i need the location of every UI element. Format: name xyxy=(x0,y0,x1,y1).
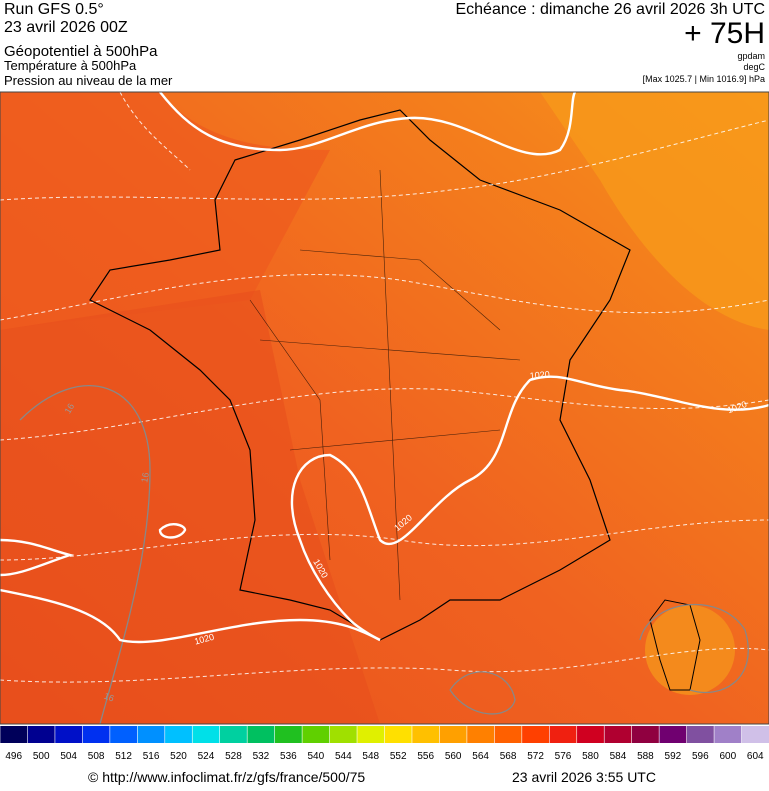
colorbar-label: 496 xyxy=(5,751,22,762)
colorbar-swatch xyxy=(192,726,221,743)
colorbar-label: 548 xyxy=(362,751,379,762)
colorbar-swatch xyxy=(686,726,715,743)
colorbar-swatch xyxy=(82,726,111,743)
colorbar-label: 572 xyxy=(527,751,544,762)
colorbar-swatch xyxy=(0,726,28,743)
colorbar-label: 540 xyxy=(307,751,324,762)
generated-time: 23 avril 2026 3:55 UTC xyxy=(512,769,656,785)
colorbar-label: 500 xyxy=(33,751,50,762)
colorbar-swatch xyxy=(54,726,83,743)
colorbar-swatch xyxy=(302,726,331,743)
colorbar-swatch xyxy=(27,726,56,743)
colorbar-swatch xyxy=(494,726,523,743)
colorbar-swatch xyxy=(384,726,413,743)
colorbar-label: 508 xyxy=(88,751,105,762)
colorbar-label: 564 xyxy=(472,751,489,762)
colorbar-swatch xyxy=(631,726,660,743)
source-url: © http://www.infoclimat.fr/z/gfs/france/… xyxy=(88,769,365,785)
run-label: Run GFS 0.5° xyxy=(4,1,104,18)
colorbar-swatch xyxy=(247,726,276,743)
colorbar-label: 504 xyxy=(60,751,77,762)
contour-label: 16 xyxy=(63,402,77,416)
contour-label: 16 xyxy=(103,691,116,704)
contour-label: 16 xyxy=(139,472,151,484)
colorbar-label: 520 xyxy=(170,751,187,762)
colorbar-label: 560 xyxy=(445,751,462,762)
colorbar-swatch xyxy=(274,726,303,743)
colorbar-label: 596 xyxy=(692,751,709,762)
unit-label: degC xyxy=(743,62,765,72)
map-frame xyxy=(0,91,769,725)
field-label: Pression au niveau de la mer xyxy=(4,73,173,88)
unit-label: gpdam xyxy=(737,51,765,61)
colorbar-label: 600 xyxy=(719,751,736,762)
colorbar-label: 532 xyxy=(253,751,270,762)
colorbar-swatch xyxy=(219,726,248,743)
colorbar-label: 524 xyxy=(198,751,215,762)
colorbar-swatch xyxy=(164,726,193,743)
field-label: Géopotentiel à 500hPa xyxy=(4,43,158,60)
colorbar-swatch xyxy=(109,726,138,743)
temperature-band xyxy=(540,92,769,330)
colorbar-label: 604 xyxy=(747,751,764,762)
colorbar-label: 584 xyxy=(610,751,627,762)
colorbar-swatch xyxy=(357,726,385,743)
valid-time: Echéance : dimanche 26 avril 2026 3h UTC xyxy=(455,1,765,18)
colorbar-swatch xyxy=(521,726,550,743)
colorbar-swatch xyxy=(549,726,578,743)
isotherm-16 xyxy=(19,385,749,724)
field-label: Température à 500hPa xyxy=(4,58,137,73)
colorbar-label: 556 xyxy=(417,751,434,762)
colorbar-label: 552 xyxy=(390,751,407,762)
colorbar-swatch xyxy=(329,726,358,743)
coastline xyxy=(649,599,701,691)
colorbar-swatch xyxy=(659,726,688,743)
colorbar-swatch xyxy=(466,726,495,743)
colorbar-label: 512 xyxy=(115,751,132,762)
colorbar-swatch xyxy=(714,726,743,743)
colorbar-swatch xyxy=(576,726,605,743)
colorbar-swatch xyxy=(439,726,468,743)
colorbar-swatch xyxy=(137,726,166,743)
isobar-1020 xyxy=(0,92,769,644)
contour-label: 1020 xyxy=(529,369,550,381)
run-date: 23 avril 2026 00Z xyxy=(4,19,128,36)
colorbar-swatch xyxy=(411,726,440,743)
colorbar-label: 568 xyxy=(500,751,517,762)
temperature-band xyxy=(0,290,380,724)
border xyxy=(249,169,521,601)
colorbar-swatch xyxy=(604,726,633,743)
colorbar-swatch xyxy=(741,726,769,743)
colorbar-label: 516 xyxy=(143,751,160,762)
colorbar-label: 592 xyxy=(665,751,682,762)
temperature-band xyxy=(645,605,735,695)
colorbar-label: 544 xyxy=(335,751,352,762)
colorbar: 496 500 504 508 512 516 520 524 528 532 536 540 544 5… xyxy=(0,726,769,762)
colorbar-label: 536 xyxy=(280,751,297,762)
colorbar-label: 588 xyxy=(637,751,654,762)
coastline xyxy=(89,109,631,641)
colorbar-label: 528 xyxy=(225,751,242,762)
pressure-range: [Max 1025.7 | Min 1016.9] hPa xyxy=(643,74,765,84)
colorbar-label: 580 xyxy=(582,751,599,762)
temperature-band xyxy=(0,92,330,330)
lead-time: + 75H xyxy=(684,17,765,50)
colorbar-label: 576 xyxy=(555,751,572,762)
